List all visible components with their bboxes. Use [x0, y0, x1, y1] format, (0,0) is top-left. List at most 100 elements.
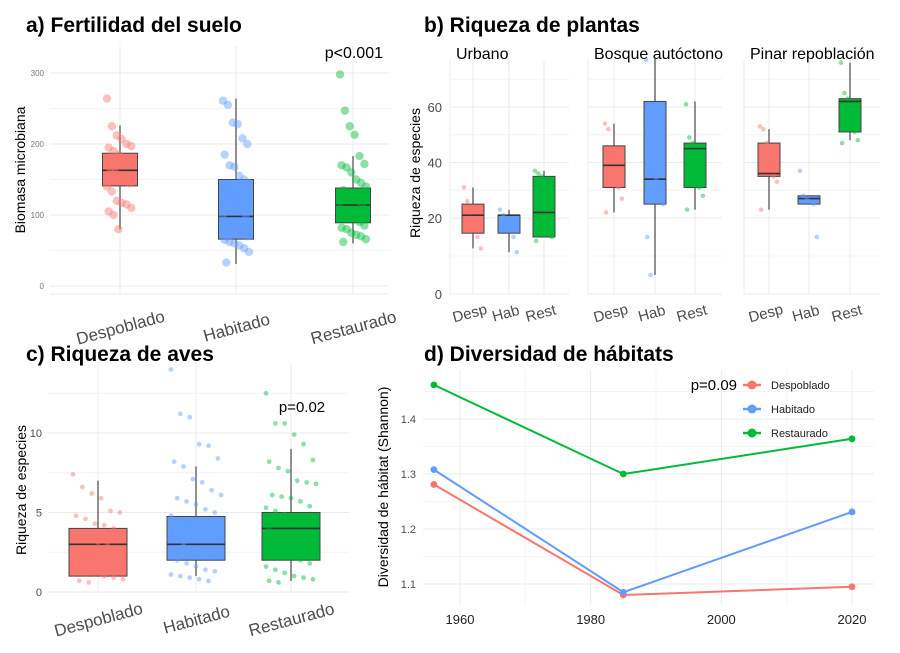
y-tick-label: 60: [428, 100, 442, 115]
data-point: [339, 185, 348, 195]
data-point: [235, 241, 244, 250]
x-tick-label: Restaurado: [247, 599, 337, 640]
data-point: [507, 227, 513, 232]
data-point: [848, 435, 856, 443]
data-point: [230, 239, 239, 248]
data-point: [272, 567, 278, 573]
data-point: [193, 502, 199, 507]
data-point: [612, 174, 618, 179]
y-axis-title: Riqueza de especies: [13, 425, 29, 555]
panel-b-group-rest: [683, 101, 707, 212]
data-point: [117, 562, 123, 568]
data-point: [181, 541, 186, 547]
data-point: [122, 200, 131, 209]
data-point: [112, 131, 121, 140]
data-point: [114, 150, 123, 159]
data-point: [644, 234, 650, 240]
data-point: [269, 492, 275, 498]
data-point: [606, 126, 611, 132]
data-point: [177, 573, 183, 579]
data-point: [76, 578, 82, 584]
panel-a-title: a) Fertilidad del suelo: [26, 14, 242, 37]
panel-a-group-despoblado: [102, 94, 138, 234]
data-point: [187, 521, 193, 527]
data-point: [190, 545, 196, 550]
data-point: [120, 175, 130, 184]
data-point: [430, 466, 438, 473]
data-point: [209, 551, 215, 557]
data-point: [196, 441, 202, 447]
data-point: [616, 185, 621, 190]
data-point: [225, 237, 234, 247]
y-tick-label: 0: [435, 287, 442, 302]
data-point: [647, 101, 652, 107]
x-tick-label: Habitado: [161, 602, 232, 638]
x-tick-label: Desp: [592, 301, 630, 326]
y-tick-label: 5: [36, 508, 42, 520]
data-point: [228, 118, 237, 127]
data-point: [266, 578, 272, 584]
series-line: [433, 468, 853, 594]
data-point: [838, 60, 844, 65]
data-point: [361, 234, 371, 244]
data-point: [504, 215, 510, 221]
data-point: [307, 503, 313, 509]
data-point: [294, 478, 300, 484]
data-point: [238, 134, 247, 143]
panel-d-plot: 1.1 1.2 1.3 1.4 1960 1980 2000 2020: [401, 370, 874, 627]
data-point: [86, 537, 92, 542]
data-point: [226, 193, 236, 202]
data-point: [539, 174, 545, 179]
data-point: [301, 519, 306, 525]
data-point: [774, 179, 780, 185]
data-point: [209, 487, 215, 493]
data-point: [98, 495, 104, 501]
data-point: [313, 481, 319, 487]
data-point: [697, 185, 702, 190]
data-point: [276, 580, 281, 585]
data-point: [117, 198, 126, 208]
data-point: [231, 200, 241, 209]
data-point: [501, 212, 506, 218]
data-point: [212, 568, 218, 574]
data-point: [465, 199, 470, 204]
data-point: [761, 126, 766, 132]
data-point: [263, 390, 269, 396]
data-point: [848, 104, 854, 110]
data-point: [220, 235, 229, 245]
data-point: [239, 244, 249, 253]
x-tick-label: 1980: [576, 612, 605, 627]
x-tick-label: Rest: [830, 301, 865, 326]
data-point: [263, 505, 269, 511]
data-point: [310, 576, 316, 582]
legend-label: Restaurado: [771, 428, 828, 440]
data-point: [602, 121, 608, 126]
data-point: [106, 164, 115, 174]
data-point: [199, 479, 205, 485]
data-point: [122, 139, 131, 149]
data-point: [79, 551, 85, 557]
data-point: [244, 247, 254, 257]
legend-item-restaurado: Restaurado: [743, 428, 828, 440]
data-point: [839, 140, 845, 146]
x-tick-label: 1960: [446, 612, 475, 627]
box: [532, 175, 556, 238]
data-point: [350, 214, 359, 223]
panel-b-group-rest: [838, 60, 862, 146]
data-point: [358, 200, 367, 209]
data-point: [350, 130, 359, 139]
data-point: [168, 367, 174, 372]
data-point: [684, 207, 690, 212]
data-point: [347, 168, 356, 177]
data-point: [196, 526, 202, 531]
data-point: [222, 185, 231, 195]
data-point: [297, 498, 303, 504]
panel-d-title: d) Diversidad de hábitats: [424, 343, 674, 366]
data-point: [269, 548, 275, 554]
data-point: [92, 521, 98, 527]
data-point: [356, 178, 366, 188]
data-point: [352, 175, 361, 184]
data-point: [430, 381, 438, 389]
legend: Despoblado Habitado Restaurado: [743, 380, 830, 440]
data-point: [181, 463, 186, 469]
